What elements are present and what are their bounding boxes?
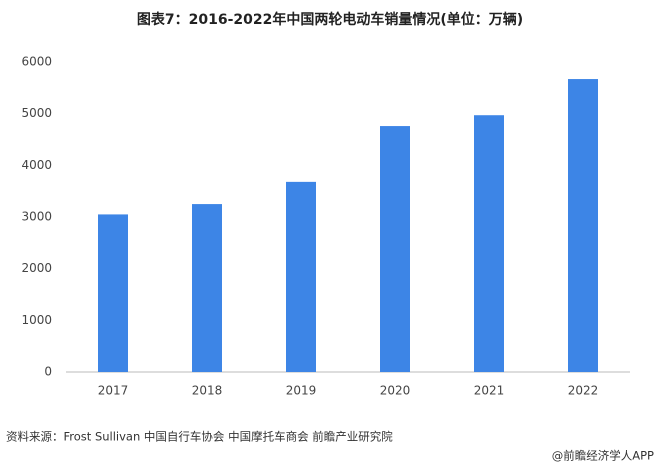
chart-title: 图表7：2016-2022年中国两轮电动车销量情况(单位：万辆) — [137, 11, 523, 28]
source-note: 资料来源：Frost Sullivan 中国自行车协会 中国摩托车商会 前瞻产业… — [6, 430, 393, 444]
y-tick-label: 4000 — [21, 158, 52, 172]
y-tick-label: 5000 — [21, 106, 52, 120]
bar — [474, 115, 504, 372]
bar — [286, 181, 316, 372]
x-tick-label: 2017 — [98, 384, 129, 398]
y-tick-label: 6000 — [21, 55, 52, 69]
bar — [192, 204, 222, 372]
y-tick-label: 1000 — [21, 313, 52, 327]
brand-note: @前瞻经济学人APP — [552, 449, 654, 463]
y-tick-label: 2000 — [21, 261, 52, 275]
bar — [98, 214, 128, 372]
x-tick-label: 2022 — [568, 384, 599, 398]
x-tick-label: 2021 — [474, 384, 505, 398]
y-tick-label: 3000 — [21, 210, 52, 224]
y-tick-label: 0 — [44, 365, 52, 379]
x-tick-label: 2019 — [286, 384, 317, 398]
bar — [568, 79, 598, 373]
x-tick-label: 2018 — [192, 384, 223, 398]
x-tick-label: 2020 — [380, 384, 411, 398]
bar — [380, 126, 410, 372]
